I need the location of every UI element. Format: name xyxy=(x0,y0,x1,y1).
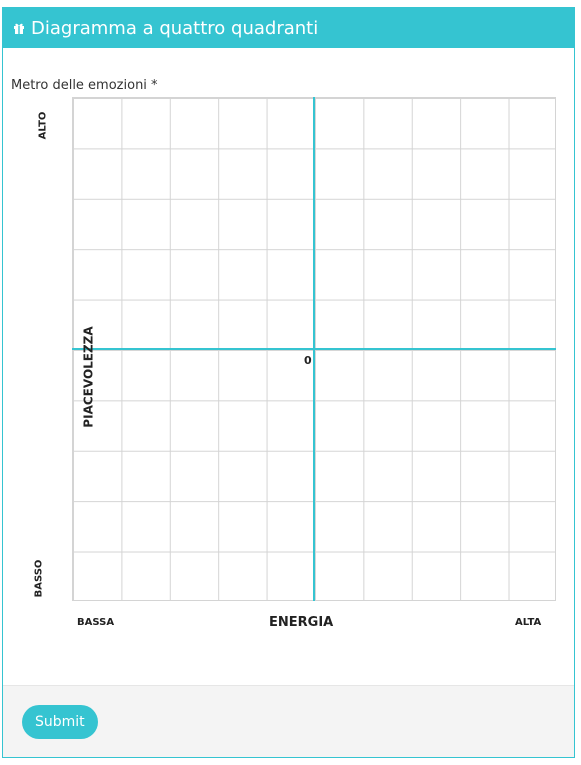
form-footer: Submit xyxy=(3,685,574,757)
x-axis-right-label: ALTA xyxy=(515,617,542,628)
y-axis-title: PIACEVOLEZZA xyxy=(81,326,96,428)
field-label: Metro delle emozioni * xyxy=(11,78,158,93)
x-axis-title: ENERGIA xyxy=(269,615,334,630)
panel-header: Diagramma a quattro quadranti xyxy=(3,8,574,48)
panel-title: Diagramma a quattro quadranti xyxy=(31,17,319,39)
submit-button[interactable]: Submit xyxy=(22,705,98,739)
y-axis-bottom-label: BASSO xyxy=(33,559,45,598)
gift-icon xyxy=(13,22,25,34)
y-axis-top-label: ALTO xyxy=(37,111,49,140)
origin-label: 0 xyxy=(304,354,312,367)
horizontal-axis xyxy=(72,348,556,350)
quadrant-form-panel: Diagramma a quattro quadranti Metro dell… xyxy=(2,7,575,758)
x-axis-left-label: BASSA xyxy=(77,617,115,628)
quadrant-grid[interactable]: 0 xyxy=(72,97,556,601)
